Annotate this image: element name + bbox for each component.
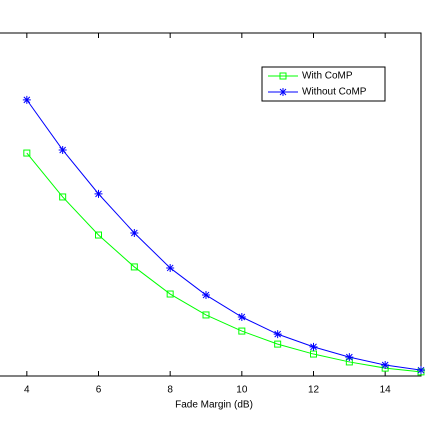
x-tick-label: 12: [308, 385, 320, 396]
x-tick-label: 8: [167, 385, 173, 396]
marker: [23, 149, 31, 157]
marker: [309, 342, 318, 351]
marker: [417, 366, 425, 375]
series-line: [26, 152, 422, 373]
marker: [274, 340, 282, 348]
marker: [59, 193, 67, 201]
legend-label: With CoMP: [302, 71, 353, 82]
legend-label: Without CoMP: [302, 87, 367, 98]
marker: [22, 95, 31, 104]
legend-marker: [279, 88, 287, 96]
marker: [273, 330, 282, 339]
x-axis-label: Fade Margin (dB): [175, 400, 253, 411]
axes-box: [0, 32, 422, 377]
series-line: [26, 99, 422, 371]
marker: [310, 350, 317, 358]
marker: [202, 291, 210, 300]
x-tick-label: 4: [24, 385, 30, 396]
marker: [166, 263, 175, 272]
legend-marker: [279, 72, 287, 80]
marker: [202, 311, 210, 319]
marker: [130, 228, 139, 237]
x-tick-label: 6: [96, 385, 102, 396]
marker: [166, 290, 174, 298]
marker: [94, 189, 103, 198]
marker: [381, 361, 390, 370]
x-tick-label: 10: [236, 385, 248, 396]
marker: [237, 313, 246, 322]
marker: [345, 353, 354, 362]
marker: [238, 327, 246, 335]
x-tick-label: 14: [380, 385, 392, 396]
marker: [130, 263, 138, 271]
marker: [95, 231, 102, 239]
marker: [58, 145, 67, 154]
